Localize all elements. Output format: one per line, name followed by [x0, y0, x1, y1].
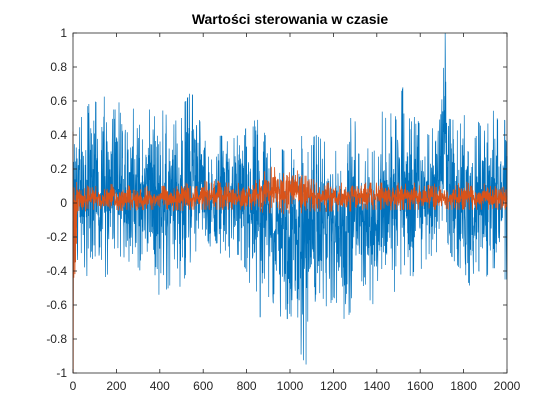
y-tick-label: 0.2 — [50, 162, 67, 176]
series-2 — [72, 131, 508, 374]
x-axis-ticks: 0 200 400 600 800 1000 1200 1400 1600 1800 2000 — [70, 33, 521, 393]
y-tick-label: -0.6 — [46, 298, 67, 312]
y-tick-label: -0.4 — [46, 264, 67, 278]
y-tick-label: -1 — [56, 366, 67, 380]
x-tick-label: 1000 — [277, 379, 304, 393]
x-tick-label: 800 — [237, 379, 257, 393]
y-tick-label: -0.8 — [46, 332, 67, 346]
x-tick-label: 1400 — [363, 379, 390, 393]
y-tick-label: 1 — [60, 26, 67, 40]
x-tick-label: 1200 — [320, 379, 347, 393]
x-tick-label: 200 — [106, 379, 126, 393]
series-2-line — [72, 131, 508, 374]
y-tick-label: 0.8 — [50, 60, 67, 74]
x-tick-label: 1600 — [407, 379, 434, 393]
x-tick-label: 0 — [70, 379, 77, 393]
y-tick-label: 0 — [60, 196, 67, 210]
y-tick-label: -0.2 — [46, 230, 67, 244]
plot-series — [72, 32, 508, 374]
y-tick-label: 0.4 — [50, 128, 67, 142]
y-tick-label: 0.6 — [50, 94, 67, 108]
x-tick-label: 600 — [193, 379, 213, 393]
x-tick-label: 400 — [150, 379, 170, 393]
x-tick-label: 2000 — [494, 379, 521, 393]
x-tick-label: 1800 — [450, 379, 477, 393]
chart-title: Wartości sterowania w czasie — [192, 11, 389, 27]
y-axis-ticks: -1 -0.8 -0.6 -0.4 -0.2 0 0.2 0.4 0.6 0.8 1 — [46, 26, 507, 380]
